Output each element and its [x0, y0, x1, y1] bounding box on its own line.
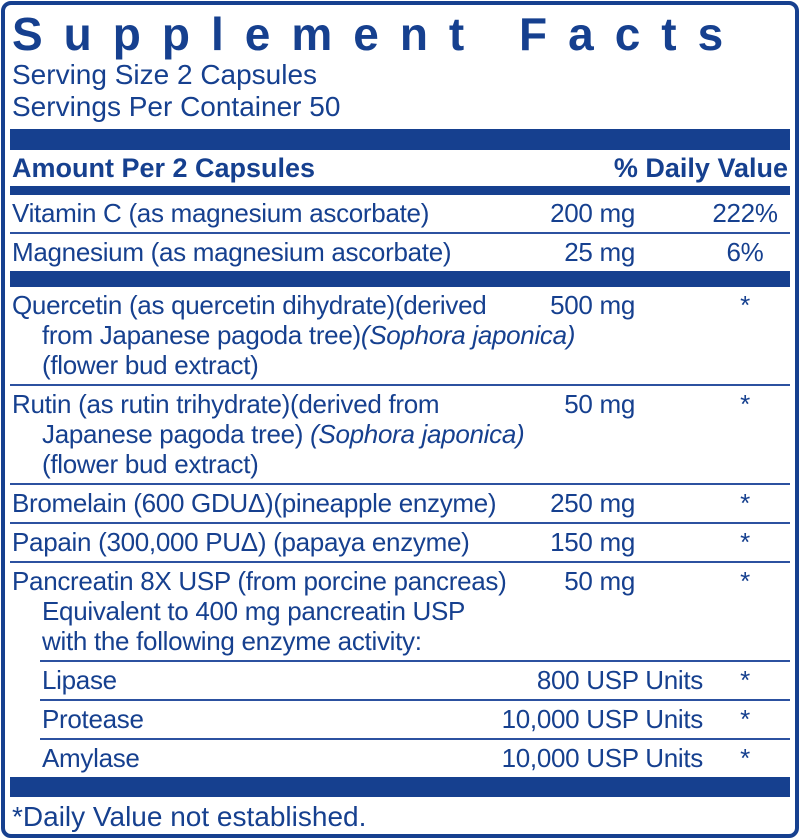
ingredient-name: Quercetin (as quercetin dihydrate)(deriv… [12, 290, 576, 380]
ingredient-name: Papain (300,000 PUΔ) (papaya enzyme) [12, 527, 470, 557]
header-underline-bar [10, 186, 790, 195]
ingredient-name: Vitamin C (as magnesium ascorbate) [12, 198, 430, 228]
ingredient-name: Amylase [42, 743, 140, 773]
row-divider [10, 561, 790, 563]
ingredient-amount: 500 mg [550, 290, 635, 320]
ingredient-name: Protease [42, 704, 144, 734]
ingredient-name: Magnesium (as magnesium ascorbate) [12, 237, 452, 267]
serving-size: Serving Size 2 Capsules [12, 59, 318, 90]
ingredient-daily-value: * [740, 290, 750, 320]
ingredient-daily-value: * [740, 665, 750, 695]
ingredient-amount: 50 mg [564, 566, 635, 596]
ingredient-row-papain: Papain (300,000 PUΔ) (papaya enzyme) 150 … [10, 524, 790, 561]
ingredient-name: Rutin (as rutin trihydrate)(derived from… [12, 389, 525, 479]
ingredient-amount: 25 mg [564, 237, 635, 267]
ingredient-row-quercetin: Quercetin (as quercetin dihydrate)(deriv… [10, 287, 790, 384]
ingredient-row-bromelain: Bromelain (600 GDUΔ)(pineapple enzyme) 25… [10, 485, 790, 522]
ingredient-row-rutin: Rutin (as rutin trihydrate)(derived from… [10, 386, 790, 483]
ingredient-daily-value: 6% [726, 237, 764, 267]
ingredient-name: Bromelain (600 GDUΔ)(pineapple enzyme) [12, 488, 497, 518]
table-header-row: Amount Per 2 Capsules % Daily Value [10, 150, 790, 186]
servings-per-container: Servings Per Container 50 [12, 91, 341, 122]
ingredient-amount: 250 mg [550, 488, 635, 518]
row-divider [10, 232, 790, 234]
row-divider [10, 522, 790, 524]
daily-value-header: % Daily Value [613, 153, 788, 183]
ingredient-daily-value: * [740, 389, 750, 419]
ingredient-daily-value: * [740, 743, 750, 773]
row-divider [40, 699, 790, 701]
amount-per-serving-header: Amount Per 2 Capsules [12, 153, 316, 183]
ingredient-row-lipase: Lipase 800 USP Units * [10, 662, 790, 699]
row-divider [10, 384, 790, 386]
row-divider [40, 660, 790, 662]
ingredient-daily-value: * [740, 488, 750, 518]
ingredient-name: Pancreatin 8X USP (from porcine pancreas… [12, 566, 507, 656]
ingredient-row-magnesium: Magnesium (as magnesium ascorbate) 25 mg 6… [10, 234, 790, 271]
ingredient-row-protease: Protease 10,000 USP Units * [10, 701, 790, 738]
daily-value-footnote: *Daily Value not established. [12, 801, 367, 832]
ingredient-name: Lipase [42, 665, 117, 695]
row-divider [40, 738, 790, 740]
ingredient-daily-value: * [740, 527, 750, 557]
ingredient-amount: 50 mg [564, 389, 635, 419]
ingredient-amount: 10,000 USP Units [501, 743, 704, 773]
top-separator-bar [10, 129, 790, 150]
section-separator-bar [10, 271, 790, 287]
ingredient-row-pancreatin: Pancreatin 8X USP (from porcine pancreas… [10, 563, 790, 660]
ingredient-daily-value: 222% [712, 198, 778, 228]
ingredient-row-vitamin-c: Vitamin C (as magnesium ascorbate) 200 mg… [10, 195, 790, 232]
panel-title: Supplement Facts [12, 8, 745, 60]
ingredient-row-amylase: Amylase 10,000 USP Units * [10, 740, 790, 777]
ingredient-amount: 200 mg [550, 198, 635, 228]
ingredient-amount: 10,000 USP Units [501, 704, 704, 734]
ingredient-daily-value: * [740, 566, 750, 596]
row-divider [10, 483, 790, 485]
ingredient-daily-value: * [740, 704, 750, 734]
bottom-separator-bar [10, 777, 790, 797]
ingredient-rows: Vitamin C (as magnesium ascorbate) 200 mg… [10, 195, 790, 777]
ingredient-amount: 150 mg [550, 527, 635, 557]
ingredient-amount: 800 USP Units [536, 665, 703, 695]
